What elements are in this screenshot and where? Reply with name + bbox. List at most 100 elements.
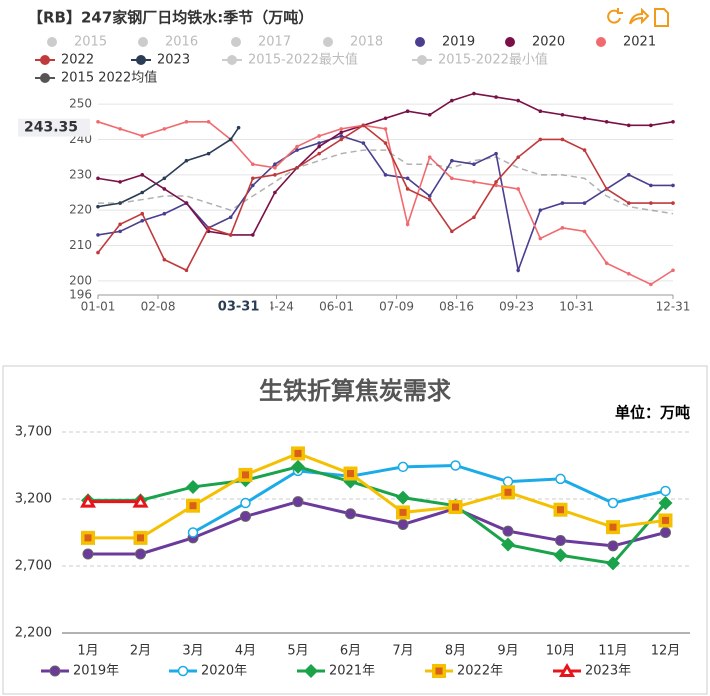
marker [502,476,514,487]
legend-item[interactable]: 2019 [415,35,475,50]
series-point [516,155,520,159]
marker [658,496,673,511]
x-tick-label: 2月 [130,644,151,659]
series-point [339,130,344,135]
x-tick-label: 01-01 [81,300,116,314]
series-point [118,127,122,131]
marker [396,490,410,505]
legend-item[interactable]: 2015-2022最大值 [222,52,358,68]
legend-marker [417,55,427,65]
series-point [538,137,543,142]
legend-label: 2017 [258,35,291,50]
legend-label: 2022 [61,53,94,68]
marker [240,510,251,522]
legend-item[interactable]: 2018 [323,35,383,50]
y-tick-label: 196 [69,288,92,302]
legend-item[interactable]: 2015 2022均值 [35,70,157,86]
legend-item[interactable]: 2020年 [169,664,247,679]
legend-item[interactable]: 2019年 [41,664,119,679]
series-point [162,127,167,131]
legend-item[interactable]: 2021年 [297,664,375,679]
series-point [626,123,631,128]
series-point [383,141,388,145]
series-point [273,165,277,170]
legend-item[interactable]: 2023年 [553,663,631,679]
share-icon[interactable] [629,7,650,25]
legend-item[interactable]: 2015-2022最小值 [412,52,548,68]
chart-title: 【RB】247家钢厂日均铁水:季节（万吨） [28,9,313,27]
marker [186,479,200,494]
legend-item[interactable]: 2020 [505,35,565,50]
series-point [604,261,609,265]
series-point [206,226,211,230]
marker-inner [137,534,144,542]
legend-item[interactable]: 2023 [131,53,190,68]
marker [132,493,149,508]
marker [177,665,189,677]
legend-label: 2015-2022最大值 [248,52,358,68]
legend-item[interactable]: 2022年 [425,664,503,679]
marker [397,518,409,530]
legend-label: 2015 [74,35,107,50]
legend-item[interactable]: 2022 [35,53,94,68]
legend-item[interactable]: 2021 [596,35,656,50]
toolbar-icons [607,7,669,27]
pointer-y-box [18,118,90,137]
save-icon[interactable] [654,8,669,27]
series-point [251,183,255,188]
series-point [383,173,388,177]
marker [658,513,673,528]
marker [450,460,461,471]
legend-marker [136,55,146,65]
marker [135,548,146,560]
refresh-icon[interactable] [607,8,623,24]
series-point [671,120,675,124]
marker [397,461,409,473]
marker [501,485,515,500]
legend-item[interactable]: 2017 [231,35,291,50]
pointer-x-box [208,298,271,316]
series-point [251,233,255,237]
series-point [273,173,277,177]
marker [345,508,356,520]
unit-label: 单位：万吨 [615,404,690,422]
series-point [228,233,233,237]
marker [553,502,568,517]
series-point [582,201,587,205]
x-tick-label: 3月 [182,644,203,659]
legend-label: 2015 2022均值 [61,70,157,86]
legend-item[interactable]: 2015 [47,35,107,50]
marker-inner [294,449,302,457]
marker [240,497,251,509]
legend-label: 2020 [532,35,565,50]
series-point [538,109,543,114]
series-point [96,120,100,124]
legend-marker [231,37,241,47]
series-point [427,197,432,202]
series-point [162,176,167,181]
series-point [649,201,653,205]
series-point [162,211,167,216]
x-tick-label: 1月 [77,644,98,659]
series-point [560,201,565,205]
series-point [383,116,388,121]
legend-item[interactable]: 2016 [138,35,198,50]
y-tick-label: 2,200 [15,626,52,641]
legend-label: 2019年 [73,664,119,679]
series-point [538,236,543,241]
series-point [671,183,675,188]
series-point [626,173,631,177]
legend-label: 2015-2022最小值 [438,52,548,68]
series-point [295,144,299,149]
marker [559,663,575,677]
series-point [339,137,344,142]
series-point [96,176,100,181]
series-point [582,148,587,152]
series-point [317,151,321,156]
series-point [494,180,498,184]
legend-label: 2022年 [457,664,503,679]
marker [660,485,671,497]
series-point [472,91,476,96]
series-point [582,229,587,234]
